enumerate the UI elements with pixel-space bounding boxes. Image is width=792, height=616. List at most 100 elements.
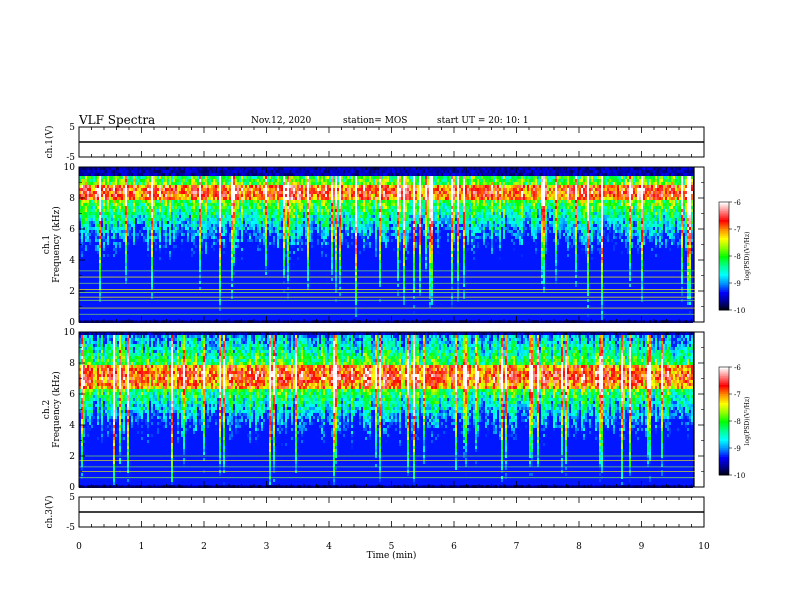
spectrogram-cell: [149, 293, 151, 296]
spectrogram-cell: [135, 311, 137, 314]
spectrogram-cell: [207, 266, 209, 269]
spectrogram-cell: [99, 284, 101, 287]
spectrogram-cell: [245, 224, 247, 227]
spectrogram-cell: [217, 170, 219, 173]
spectrogram-cell: [101, 197, 103, 200]
spectrogram-cell: [171, 284, 173, 287]
spectrogram-cell: [115, 191, 117, 194]
spectrogram-cell: [163, 218, 165, 221]
spectrogram-cell: [139, 278, 141, 281]
spectrogram-cell: [263, 233, 265, 236]
spectrogram-cell: [259, 227, 261, 230]
spectrogram-cell: [217, 272, 219, 275]
spectrogram-cell: [173, 236, 175, 239]
spectrogram-cell: [265, 287, 267, 290]
spectrogram-cell: [103, 308, 105, 311]
spectrogram-cell: [257, 308, 259, 311]
spectrogram-cell: [269, 293, 271, 296]
spectrogram-cell: [255, 251, 257, 254]
spectrogram-cell: [125, 263, 127, 266]
spectrogram-cell: [145, 314, 147, 317]
spectrogram-cell: [175, 302, 177, 305]
spectrogram-cell: [215, 257, 217, 260]
spectrogram-cell: [203, 242, 205, 245]
spectrogram-cell: [147, 260, 149, 263]
spectrogram-cell: [79, 221, 81, 224]
spectrogram-cell: [175, 218, 177, 221]
spectrogram-cell: [245, 188, 247, 191]
spectrogram-cell: [251, 212, 253, 215]
spectrogram-cell: [225, 290, 227, 293]
spectrogram-cell: [117, 212, 119, 215]
spectrogram-cell: [165, 209, 167, 212]
spectrogram-cell: [247, 263, 249, 266]
spectrogram-cell: [255, 176, 257, 179]
spectrogram-cell: [209, 272, 211, 275]
spectrogram-cell: [187, 209, 189, 212]
spectrogram-cell: [181, 194, 183, 197]
spectrogram-cell: [161, 248, 163, 251]
spectrogram-cell: [101, 245, 103, 248]
spectrogram-cell: [261, 302, 263, 305]
spectrogram-cell: [251, 218, 253, 221]
spectrogram-cell: [155, 302, 157, 305]
spectrogram-cell: [197, 266, 199, 269]
spectrogram-cell: [263, 302, 265, 305]
spectrogram-cell: [221, 167, 223, 170]
spectrogram-cell: [83, 170, 85, 173]
spectrogram-cell: [149, 203, 151, 206]
spectrogram-cell: [229, 305, 231, 308]
spectrogram-cell: [253, 173, 255, 176]
spectrogram-cell: [115, 281, 117, 284]
spectrogram-cell: [123, 290, 125, 293]
spectrogram-cell: [141, 200, 143, 203]
spectrogram-cell: [227, 191, 229, 194]
spectrogram-cell: [161, 230, 163, 233]
spectrogram-cell: [81, 317, 83, 320]
spectrogram-cell: [173, 233, 175, 236]
spectrogram-cell: [127, 215, 129, 218]
spectrogram-cell: [113, 275, 115, 278]
spectrogram-cell: [257, 233, 259, 236]
spectrogram-cell: [97, 167, 99, 170]
spectrogram-cell: [113, 245, 115, 248]
spectrogram-cell: [175, 281, 177, 284]
spectrogram-cell: [97, 251, 99, 254]
spectrogram-cell: [267, 191, 269, 194]
spectrogram-cell: [129, 188, 131, 191]
spectrogram-cell: [187, 248, 189, 251]
spectrogram-cell: [249, 290, 251, 293]
spectrogram-cell: [107, 233, 109, 236]
spectrogram-cell: [105, 251, 107, 254]
spectrogram-cell: [93, 185, 95, 188]
spectrogram-cell: [227, 266, 229, 269]
spectrogram-cell: [257, 182, 259, 185]
spectrogram-cell: [207, 191, 209, 194]
spectrogram-cell: [165, 245, 167, 248]
spectrogram-cell: [79, 260, 81, 263]
spectrogram-cell: [151, 176, 153, 179]
spectrogram-cell: [209, 284, 211, 287]
spectrogram-cell: [139, 266, 141, 269]
spectrogram-cell: [145, 194, 147, 197]
spectrogram-cell: [129, 203, 131, 206]
spectrogram-cell: [105, 191, 107, 194]
spectrogram-cell: [201, 305, 203, 308]
spectrogram-cell: [179, 227, 181, 230]
spectrogram-cell: [123, 203, 125, 206]
spectrogram-cell: [255, 209, 257, 212]
spectrogram-cell: [259, 284, 261, 287]
spectrogram-cell: [199, 182, 201, 185]
spectrogram-cell: [219, 290, 221, 293]
spectrogram-cell: [267, 218, 269, 221]
spectrogram-cell: [233, 278, 235, 281]
spectrogram-cell: [89, 239, 91, 242]
spectrogram-cell: [129, 197, 131, 200]
spectrogram-cell: [167, 290, 169, 293]
spectrogram-cell: [255, 293, 257, 296]
spectrogram-cell: [151, 194, 153, 197]
spectrogram-cell: [221, 266, 223, 269]
spectrogram-cell: [175, 227, 177, 230]
spectrogram-cell: [143, 272, 145, 275]
spectrogram-cell: [159, 215, 161, 218]
